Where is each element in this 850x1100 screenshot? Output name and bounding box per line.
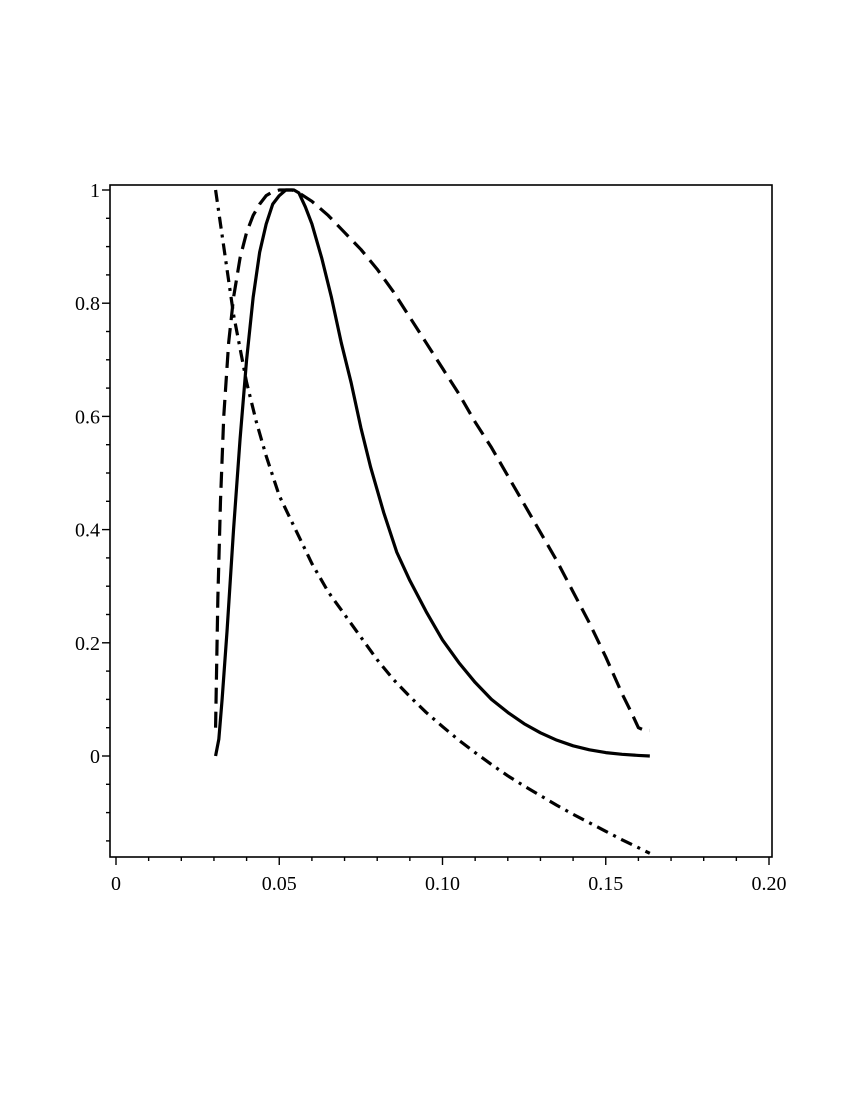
y-tick-label: 0.8 — [75, 293, 100, 315]
y-axis-ticks: 0 0.2 0.4 0.6 0.8 1 — [75, 180, 110, 842]
y-tick-label: 0.2 — [75, 633, 100, 655]
series-line-solid — [214, 188, 650, 758]
x-tick-label: 0.10 — [425, 873, 460, 895]
y-tick-label: 1 — [90, 180, 100, 202]
plot-frame — [109, 184, 773, 858]
x-tick-label: 0.05 — [262, 873, 297, 895]
x-tick-label: 0.15 — [588, 873, 623, 895]
series-line-dash-dot — [213, 189, 651, 855]
x-tick-label: 0 — [111, 873, 121, 895]
y-tick-label: 0 — [90, 746, 100, 768]
x-tick-label: 0.20 — [752, 873, 787, 895]
curves-group — [213, 188, 651, 855]
series-line-dashed — [213, 188, 650, 733]
x-axis-ticks: 0 0.05 0.10 0.15 0.20 — [111, 857, 787, 895]
y-tick-label: 0.6 — [75, 406, 100, 428]
y-tick-label: 0.4 — [75, 520, 100, 542]
